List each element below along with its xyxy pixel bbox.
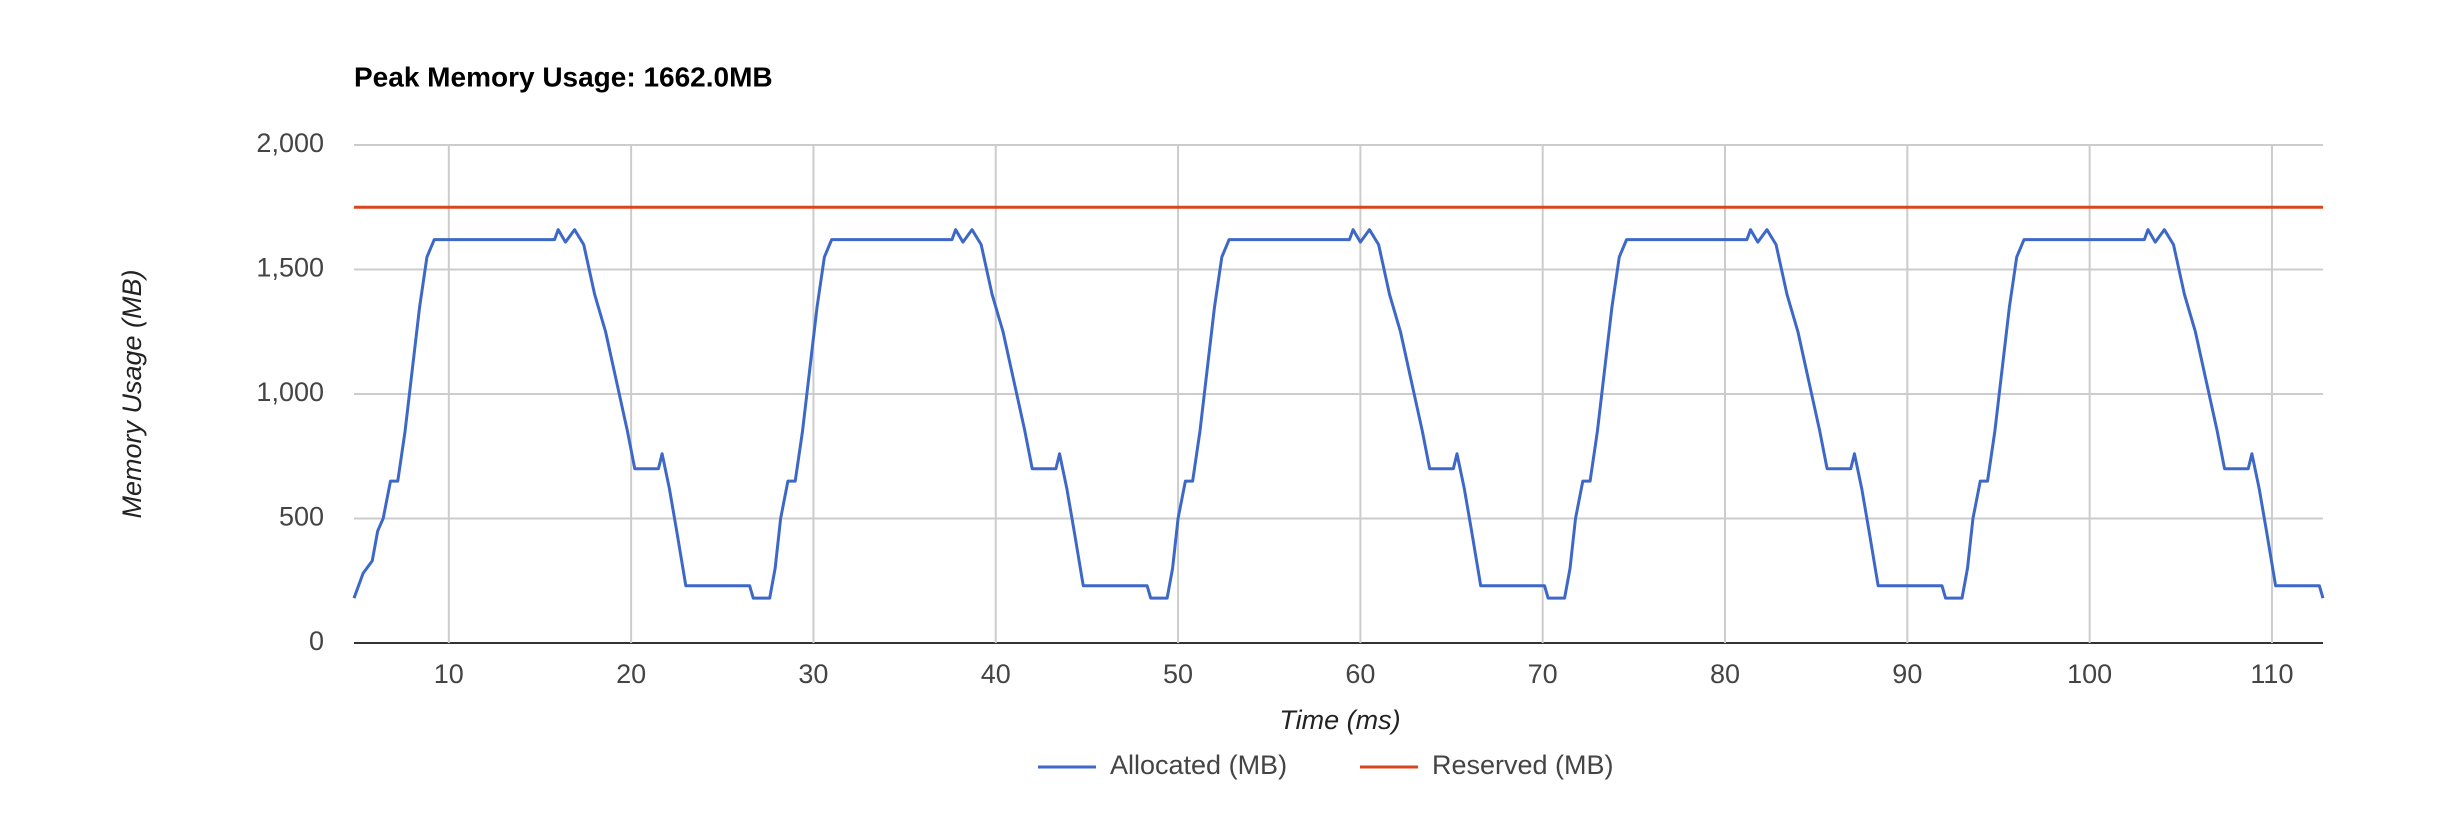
x-tick-label: 10 xyxy=(434,659,464,689)
x-tick-label: 70 xyxy=(1528,659,1558,689)
x-axis-title: Time (ms) xyxy=(1279,705,1400,735)
x-tick-label: 110 xyxy=(2250,659,2293,689)
x-tick-label: 40 xyxy=(981,659,1011,689)
y-tick-label: 1,000 xyxy=(256,377,324,407)
y-tick-label: 1,500 xyxy=(256,253,324,283)
x-tick-label: 30 xyxy=(798,659,828,689)
x-tick-label: 20 xyxy=(616,659,646,689)
y-tick-label: 500 xyxy=(279,502,324,532)
x-tick-label: 80 xyxy=(1710,659,1740,689)
legend-label: Reserved (MB) xyxy=(1432,750,1614,780)
data-line xyxy=(352,228,2325,600)
x-tick-label: 60 xyxy=(1345,659,1375,689)
chart-title: Peak Memory Usage: 1662.0MB xyxy=(354,61,773,92)
y-axis-title: Memory Usage (MB) xyxy=(117,269,147,518)
y-tick-label: 0 xyxy=(309,626,324,656)
x-tick-label: 50 xyxy=(1163,659,1193,689)
y-tick-label: 2,000 xyxy=(256,128,324,158)
legend-label: Allocated (MB) xyxy=(1110,750,1287,780)
x-tick-label: 100 xyxy=(2067,659,2112,689)
x-tick-label: 90 xyxy=(1892,659,1922,689)
